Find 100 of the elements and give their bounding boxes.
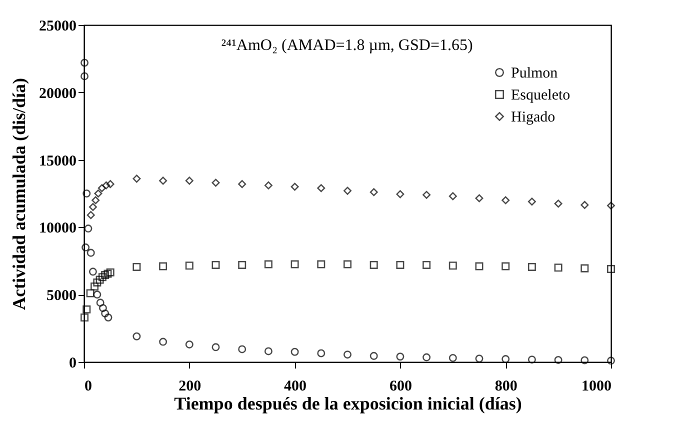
point	[132, 262, 141, 271]
point	[475, 194, 484, 202]
point	[98, 304, 107, 312]
y-tick-label: 10000	[39, 220, 76, 237]
y-axis-title: Actividad acumulada (dis/día)	[9, 78, 29, 310]
x-tick-label: 800	[494, 378, 518, 394]
point	[93, 278, 102, 286]
point	[343, 260, 352, 268]
point	[80, 314, 89, 322]
point	[98, 184, 106, 192]
point	[264, 347, 272, 356]
point	[290, 182, 299, 191]
point	[580, 200, 589, 209]
point	[528, 198, 536, 206]
point	[343, 350, 352, 359]
point	[448, 192, 457, 200]
point	[422, 353, 431, 362]
annotation: ²⁴¹AmO₂ (AMAD=1.8 µm, GSD=1.65)	[221, 37, 473, 54]
point	[212, 343, 220, 352]
point	[159, 176, 168, 185]
point	[106, 268, 114, 276]
point	[370, 188, 378, 196]
point	[554, 264, 562, 272]
point	[101, 271, 110, 280]
point	[132, 174, 141, 183]
point	[580, 264, 589, 272]
x-tick-label: 200	[178, 378, 202, 394]
legend-label: Esqueleto	[511, 88, 570, 104]
point	[159, 262, 168, 270]
point	[185, 340, 194, 348]
point	[238, 180, 246, 188]
point	[82, 305, 91, 314]
point	[606, 264, 616, 273]
point	[93, 290, 102, 299]
point	[82, 190, 91, 198]
x-axis-title: Tiempo después de la exposicion inicial (días)	[174, 394, 522, 414]
point	[238, 260, 246, 269]
point	[264, 181, 272, 190]
x-tick-label: 400	[284, 378, 307, 394]
point	[185, 262, 194, 270]
point	[317, 349, 326, 358]
point	[92, 196, 100, 204]
x-tick-label: 0	[84, 378, 92, 394]
legend-label: Pulmon	[511, 66, 558, 82]
point	[580, 356, 589, 364]
point	[238, 345, 246, 354]
y-tick-label: 20000	[39, 86, 76, 102]
point	[554, 356, 562, 364]
point	[606, 202, 616, 210]
point	[80, 72, 89, 80]
point	[106, 180, 114, 188]
point	[102, 181, 110, 190]
point	[94, 189, 102, 198]
point	[317, 184, 326, 192]
x-tick-label: 600	[389, 378, 412, 394]
point	[82, 243, 90, 252]
point	[132, 332, 141, 340]
point	[101, 309, 110, 318]
point	[396, 260, 404, 269]
y-tick-label: 15000	[39, 153, 76, 170]
legend-label: Higado	[511, 110, 556, 126]
point	[475, 354, 484, 363]
point	[80, 58, 89, 67]
point	[90, 282, 99, 291]
point	[396, 352, 404, 361]
point	[96, 276, 104, 284]
point	[528, 356, 536, 364]
point	[88, 268, 97, 276]
point	[422, 260, 431, 269]
x-tick-label: 1000	[582, 378, 612, 394]
point	[317, 260, 326, 268]
y-tick-label: 0	[69, 356, 76, 372]
point	[502, 196, 510, 204]
point	[343, 186, 352, 195]
point	[290, 348, 299, 356]
point	[528, 262, 536, 271]
point	[212, 178, 220, 187]
point	[84, 224, 92, 233]
point	[370, 352, 378, 360]
point	[212, 260, 220, 269]
point	[396, 190, 404, 198]
point	[86, 211, 95, 220]
y-tick-label: 5000	[46, 288, 76, 304]
point	[264, 260, 272, 268]
point	[86, 289, 94, 298]
point	[422, 190, 431, 199]
point	[88, 202, 97, 211]
point	[475, 262, 484, 270]
point	[98, 273, 106, 282]
point	[606, 356, 616, 365]
point	[370, 260, 378, 269]
point	[502, 262, 510, 270]
point	[290, 260, 299, 268]
point	[159, 338, 168, 346]
point	[448, 262, 457, 270]
point	[448, 354, 457, 362]
point	[104, 314, 112, 322]
point	[96, 298, 104, 307]
point	[185, 176, 194, 185]
point	[86, 248, 95, 257]
